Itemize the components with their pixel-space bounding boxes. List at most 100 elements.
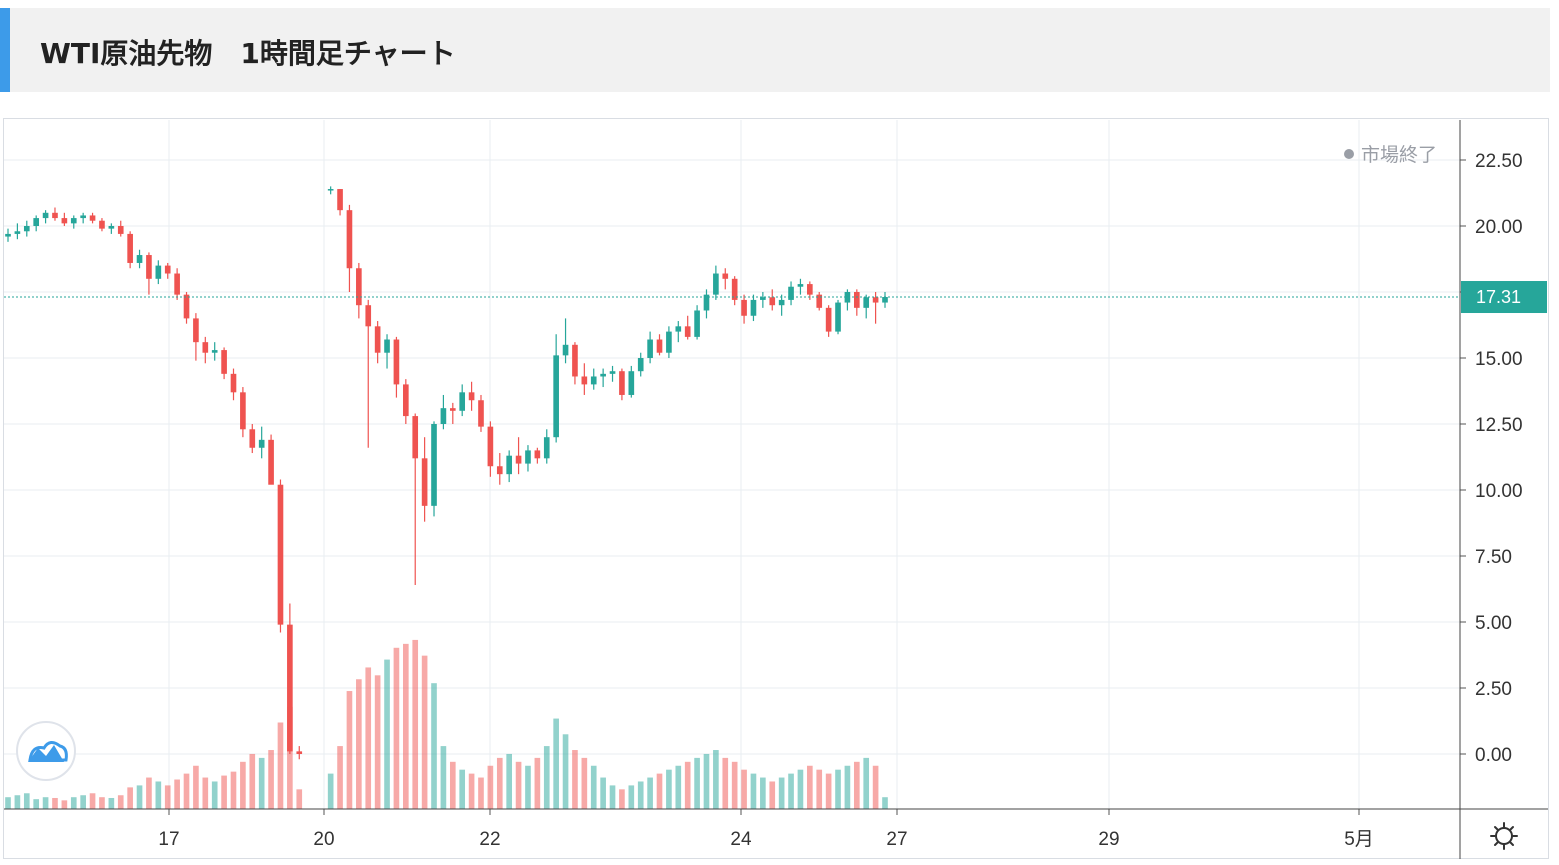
candle-body xyxy=(534,450,541,459)
volume-bar xyxy=(713,750,719,809)
volume-bar xyxy=(155,781,162,809)
candle-body xyxy=(374,326,381,353)
candle-body xyxy=(5,233,11,237)
candle-body xyxy=(553,355,559,438)
gear-icon[interactable] xyxy=(1490,822,1518,850)
tradingview-cloud-icon[interactable] xyxy=(16,721,76,781)
volume-bar xyxy=(722,757,729,809)
y-tick-label: 22.50 xyxy=(1475,151,1523,172)
candle-body xyxy=(496,466,503,475)
volume-bar xyxy=(183,773,190,809)
volume-bar xyxy=(825,773,832,809)
last-price-label: 17.31 xyxy=(1476,287,1521,307)
volume-bar xyxy=(562,734,569,809)
volume-bar xyxy=(70,797,77,809)
volume-bar xyxy=(356,679,362,809)
volume-bar xyxy=(327,773,334,809)
volume-bar xyxy=(525,765,531,809)
candle-body xyxy=(431,424,437,506)
candle-body xyxy=(703,294,710,311)
candle-body xyxy=(249,429,256,448)
axes: 22.5020.0017.5015.0012.5010.007.505.002.… xyxy=(4,120,1548,859)
volume-bar xyxy=(221,775,227,809)
candle-body xyxy=(211,350,218,353)
candle-body xyxy=(277,484,284,625)
volume-bar xyxy=(619,789,625,809)
candle-body xyxy=(356,268,362,306)
chart-container[interactable] xyxy=(3,118,1549,859)
candle-body xyxy=(769,297,776,306)
volume-bar xyxy=(816,769,823,809)
volume-bar xyxy=(459,769,466,809)
volume-bar xyxy=(193,765,199,809)
volume-bar xyxy=(202,777,209,809)
candle-body xyxy=(174,273,180,295)
volume-bar xyxy=(534,757,541,809)
volume-bar xyxy=(277,722,284,809)
volume-bar xyxy=(374,675,381,809)
candle-body xyxy=(816,294,823,308)
candle-body xyxy=(327,189,334,191)
x-tick-label: 5月 xyxy=(1344,829,1374,850)
candle-body xyxy=(835,302,841,332)
y-tick-label: 5.00 xyxy=(1475,613,1512,634)
volume-bar xyxy=(590,765,597,809)
candle-body xyxy=(882,297,888,303)
candle-body xyxy=(99,220,105,229)
volume-bar xyxy=(788,773,794,809)
volume-bar xyxy=(506,753,512,809)
volume-bar xyxy=(478,777,484,809)
candle-body xyxy=(872,297,879,303)
volume-bar xyxy=(553,718,559,809)
candle-body xyxy=(515,455,522,464)
volume-bar xyxy=(412,639,419,809)
candle-body xyxy=(506,455,512,475)
volume-bar xyxy=(543,746,550,809)
volume-bar xyxy=(99,797,105,809)
x-tick-label: 20 xyxy=(313,829,334,850)
candle-body xyxy=(14,231,21,234)
volume-bar xyxy=(5,797,11,809)
candle-body xyxy=(675,326,682,332)
candle-body xyxy=(80,215,86,219)
volume-bar xyxy=(844,765,851,809)
candle-body xyxy=(155,265,162,279)
candle-body xyxy=(403,384,409,417)
volume-bar xyxy=(240,761,246,809)
y-tick-label: 10.00 xyxy=(1475,481,1523,502)
volume-bar xyxy=(647,777,653,809)
candle-body xyxy=(731,278,738,300)
volume-bar xyxy=(80,795,86,809)
volume-bar xyxy=(61,800,68,809)
volume-bar xyxy=(108,797,115,809)
y-tick-label: 12.50 xyxy=(1475,415,1523,436)
candle-body xyxy=(647,339,653,358)
candle-body xyxy=(609,371,616,374)
volume-bar xyxy=(249,753,256,809)
volume-bar xyxy=(769,781,776,809)
candle-body xyxy=(788,286,794,300)
candle-body xyxy=(146,255,152,279)
candle-body xyxy=(240,392,246,430)
candle-body xyxy=(468,392,475,401)
candle-body xyxy=(807,284,813,295)
candle-body xyxy=(760,297,766,300)
volume-bar xyxy=(346,691,353,809)
volume-bar xyxy=(89,793,96,809)
volume-bar xyxy=(268,750,274,809)
volume-bar xyxy=(515,761,522,809)
candle-body xyxy=(562,344,569,356)
y-tick-label: 20.00 xyxy=(1475,217,1523,238)
candle-body xyxy=(421,458,428,506)
volume-bar xyxy=(496,757,503,809)
candle-body xyxy=(346,210,353,269)
volume-bar xyxy=(572,750,578,809)
volume-bar xyxy=(694,757,700,809)
candle-body xyxy=(572,344,578,377)
candle-body xyxy=(863,297,870,308)
candle-body xyxy=(590,376,597,385)
candle-body xyxy=(778,299,785,306)
candle-body xyxy=(412,416,419,459)
last-price-badge xyxy=(1461,281,1547,314)
